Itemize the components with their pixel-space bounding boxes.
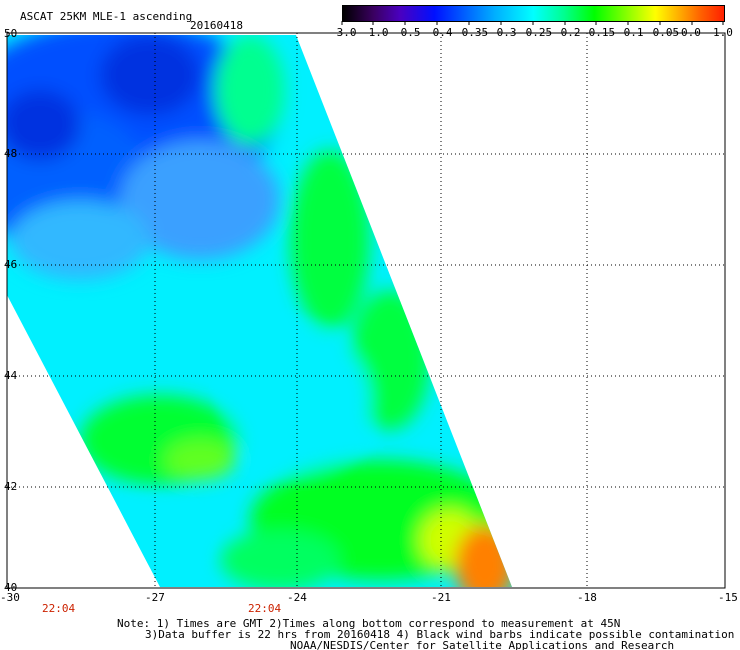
note-line-3: NOAA/NESDIS/Center for Satellite Applica… bbox=[290, 639, 675, 650]
colorbar bbox=[342, 5, 725, 22]
lon-label: -18 bbox=[577, 591, 597, 604]
colorbar-label: 1.0 bbox=[713, 26, 733, 39]
lat-label: 50 bbox=[4, 27, 18, 40]
lon-label: -15 bbox=[718, 591, 738, 604]
colorbar-label: -1.0 bbox=[362, 26, 389, 39]
colorbar-label: 0.0 bbox=[681, 26, 701, 39]
colorbar-label: -0.2 bbox=[554, 26, 581, 39]
lat-label: 44 bbox=[4, 369, 18, 382]
lon-label: -30 bbox=[0, 591, 20, 604]
note-line-1: Note: 1) Times are GMT 2)Times along bot… bbox=[117, 617, 621, 630]
colorbar-label: -0.4 bbox=[426, 26, 453, 39]
lat-lon-grid bbox=[7, 33, 725, 588]
colorbar-label: -0.05 bbox=[646, 26, 680, 39]
lon-label: -24 bbox=[287, 591, 307, 604]
time-label: 22:04 bbox=[42, 602, 76, 615]
lat-label: 48 bbox=[4, 147, 18, 160]
note-line-2: 3)Data buffer is 22 hrs from 20160418 4)… bbox=[145, 628, 735, 641]
lat-label: 42 bbox=[4, 480, 18, 493]
lat-label: 46 bbox=[4, 258, 18, 271]
lon-label: -27 bbox=[145, 591, 165, 604]
map-title: ASCAT 25KM MLE-1 ascending bbox=[20, 10, 193, 23]
plot-frame bbox=[6, 32, 726, 589]
map-date: 20160418 bbox=[190, 19, 243, 32]
time-label: 22:04 bbox=[248, 602, 282, 615]
colorbar-label: -0.3 bbox=[490, 26, 517, 39]
lat-label: 40 bbox=[4, 581, 18, 594]
colorbar-label: -0.1 bbox=[617, 26, 644, 39]
lon-label: -21 bbox=[431, 591, 451, 604]
colorbar-label: -0.5 bbox=[394, 26, 421, 39]
colorbar-label: -3.0 bbox=[330, 26, 357, 39]
colorbar-label: -0.15 bbox=[582, 26, 616, 39]
colorbar-label: -0.35 bbox=[455, 26, 489, 39]
colorbar-label: -0.25 bbox=[519, 26, 553, 39]
